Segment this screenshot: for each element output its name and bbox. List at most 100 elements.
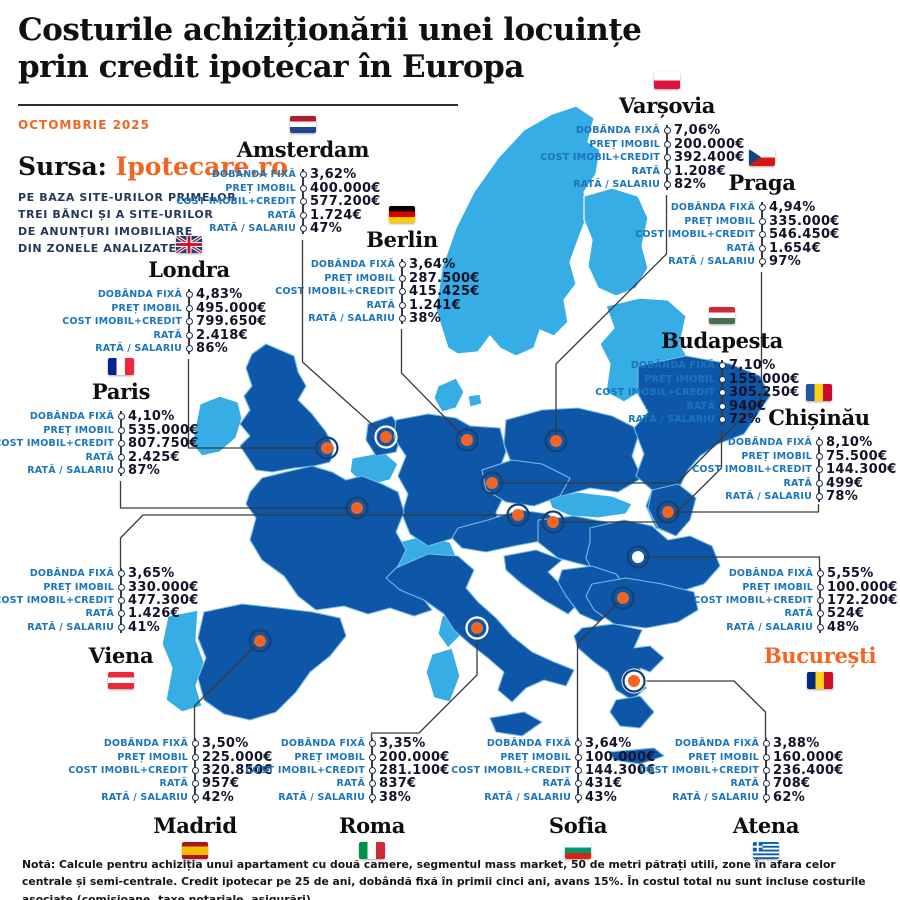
stat-label: DOBÂNDA FIXĂ: [103, 738, 188, 750]
stat-label: DOBÂNDA FIXĂ: [97, 289, 182, 301]
netherlands-flag-icon: [290, 116, 316, 133]
city-stats-atena: DOBÂNDA FIXĂ 3,88% PREȚ IMOBIL 160.000€ CO…: [591, 736, 888, 805]
city-marker-bucuresti: [626, 545, 650, 569]
stat-label: PREȚ IMOBIL: [111, 302, 182, 314]
title-line-2: prin credit ipotecar în Europa: [18, 48, 524, 85]
stat-label: DOBÂNDA FIXĂ: [486, 738, 571, 750]
stat-value: 546.450€: [769, 227, 840, 243]
city-marker-praga: [480, 471, 504, 495]
source-desc-line: DIN ZONELE ANALIZATE: [18, 242, 177, 256]
stat-label: RATĂ: [85, 451, 114, 463]
bullet-icon: [191, 766, 199, 774]
source-desc-line: DE ANUNȚURI IMOBILIARE: [18, 225, 193, 239]
city-block-chisinau: Chișinău DOBÂNDA FIXĂ 8,10% PREȚ IMOBIL 75…: [644, 384, 900, 504]
city-marker-roma: [465, 616, 489, 640]
city-name-bucuresti: București: [763, 642, 877, 668]
bullet-icon: [185, 318, 193, 326]
city-stats-paris: DOBÂNDA FIXĂ 4,10% PREȚ IMOBIL 535.000€ CO…: [0, 409, 243, 478]
country-finland: [583, 187, 649, 297]
source-prefix: Sursa:: [18, 152, 107, 181]
island-denmark: [467, 393, 483, 408]
connector-roma: [370, 628, 478, 740]
stat-value: 200.000€: [674, 136, 745, 152]
bullet-icon: [663, 140, 671, 148]
stat-label: PREȚ IMOBIL: [684, 215, 755, 227]
bullet-icon: [758, 217, 766, 225]
country-spain: [197, 603, 347, 721]
connector-paris: [119, 481, 357, 509]
bullet-icon: [762, 753, 770, 761]
stat-value: 3,35%: [379, 736, 426, 752]
bullet-icon: [117, 583, 125, 591]
bullet-icon: [368, 740, 376, 748]
city-marker-amsterdam: [374, 425, 398, 449]
bullet-icon: [758, 231, 766, 239]
city-block-sofia: DOBÂNDA FIXĂ 3,64% PREȚ IMOBIL 100.000€ CO…: [403, 736, 700, 860]
stat-label: DOBÂNDA FIXĂ: [310, 259, 395, 271]
city-block-londra: Londra DOBÂNDA FIXĂ 4,83% PREȚ IMOBIL 495.…: [14, 236, 311, 356]
stat-value: 78%: [826, 488, 859, 504]
stat-value: 7,06%: [674, 123, 721, 139]
bullet-icon: [117, 596, 125, 604]
stat-label: RATĂ: [153, 329, 182, 341]
bullet-icon: [574, 780, 582, 788]
country-ireland: [191, 395, 243, 457]
stat-value: 1.654€: [769, 240, 821, 256]
connector-sofia: [576, 597, 624, 740]
source-name-link[interactable]: Ipotecare.ro: [115, 152, 288, 181]
stat-value: 236.400€: [773, 762, 844, 778]
city-block-atena: DOBÂNDA FIXĂ 3,88% PREȚ IMOBIL 160.000€ CO…: [591, 736, 888, 860]
stat-label: RATĂ / SALARIU: [726, 621, 813, 633]
city-stats-budapesta: DOBÂNDA FIXĂ 7,10% PREȚ IMOBIL 155.000€ CO…: [547, 358, 844, 427]
stat-value: 495.000€: [196, 300, 267, 316]
stat-label: RATĂ / SALARIU: [668, 255, 755, 267]
stat-value: 225.000€: [202, 749, 273, 765]
stat-label: RATĂ / SALARIU: [672, 791, 759, 803]
bullet-icon: [117, 453, 125, 461]
stat-value: 100.000€: [585, 749, 656, 765]
city-stats-bucuresti: DOBÂNDA FIXĂ 5,55% PREȚ IMOBIL 100.000€ CO…: [645, 566, 900, 635]
stat-value: 708€: [773, 776, 811, 792]
island-sardinia: [425, 647, 461, 703]
bullet-icon: [398, 288, 406, 296]
stat-value: 3,65%: [128, 566, 175, 582]
bullet-icon: [185, 291, 193, 299]
stat-value: 940€: [729, 398, 767, 414]
city-stats-amsterdam: DOBÂNDA FIXĂ 3,62% PREȚ IMOBIL 400.000€ CO…: [128, 167, 425, 236]
stat-label: DOBÂNDA FIXĂ: [280, 738, 365, 750]
connector-chisinau: [668, 504, 820, 513]
stat-value: 807.750€: [128, 436, 199, 452]
stat-value: 499€: [826, 475, 864, 491]
stat-label: RATĂ: [85, 608, 114, 620]
stat-value: 160.000€: [773, 749, 844, 765]
stat-label: PREȚ IMOBIL: [741, 450, 812, 462]
stat-value: 4,10%: [128, 409, 175, 425]
city-marker-atena: [621, 668, 647, 694]
stat-value: 524€: [827, 606, 865, 622]
italy-flag-icon: [359, 842, 385, 860]
city-stats-roma: DOBÂNDA FIXĂ 3,35% PREȚ IMOBIL 200.000€ CO…: [197, 736, 494, 805]
stat-value: 38%: [409, 310, 442, 326]
stat-value: 415.425€: [409, 284, 480, 300]
stat-value: 305.250€: [729, 385, 800, 401]
city-name-amsterdam: Amsterdam: [236, 137, 370, 162]
bullet-icon: [574, 740, 582, 748]
stat-value: 72%: [729, 411, 762, 427]
city-block-madrid: DOBÂNDA FIXĂ 3,50% PREȚ IMOBIL 225.000€ CO…: [20, 736, 317, 860]
stat-label: PREȚ IMOBIL: [117, 751, 188, 763]
country-uk: [239, 343, 335, 473]
stat-value: 87%: [128, 462, 161, 478]
stat-value: 2.425€: [128, 449, 180, 465]
stat-value: 330.000€: [128, 579, 199, 595]
bullet-icon: [718, 362, 726, 370]
bullet-icon: [762, 740, 770, 748]
stat-label: RATĂ: [542, 778, 571, 790]
stat-value: 477.300€: [128, 592, 199, 608]
stat-value: 4,94%: [769, 200, 816, 216]
stat-value: 1.241€: [409, 297, 461, 313]
bullet-icon: [299, 198, 307, 206]
island-crete: [609, 747, 665, 765]
moldova-flag-icon: [806, 384, 832, 401]
poland-flag-icon: [654, 72, 680, 89]
